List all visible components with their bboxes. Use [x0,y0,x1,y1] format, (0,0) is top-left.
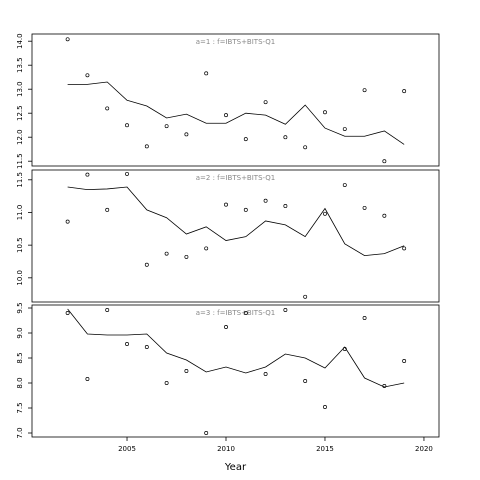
fit-line [67,186,405,257]
y-tick-label: 13.0 [16,81,24,97]
data-point [283,135,288,140]
y-tick-label: 8.5 [16,352,24,363]
y-tick-label: 11.0 [16,205,24,221]
y-tick-label: 11.5 [16,172,24,188]
data-point [323,110,327,115]
y-tick-label: 9.5 [16,302,24,313]
data-point [184,132,189,137]
data-point [144,262,149,267]
x-tick-label: 2020 [415,445,433,453]
data-point [362,88,367,93]
x-tick-label: 2010 [217,445,235,453]
data-point [144,144,149,149]
data-point [85,172,90,177]
data-point [224,325,228,329]
data-point [342,127,347,131]
panel-title: a=2 : f=IBTS+BITS-Q1 [196,174,276,182]
y-tick-label: 12.0 [16,129,24,145]
data-point [402,89,407,94]
data-point [164,381,169,385]
data-point [303,145,308,150]
data-point [263,100,268,105]
data-point [204,431,209,435]
data-point [362,205,367,210]
x-tick-label: 2015 [316,445,334,453]
panel-frame [31,33,440,167]
data-point [65,37,70,42]
y-tick-label: 11.5 [16,153,24,169]
data-point [224,202,228,207]
data-point [164,124,169,129]
y-tick-label: 12.5 [16,105,24,121]
y-tick-label: 13.5 [16,57,24,73]
panel-title: a=1 : f=IBTS+BITS-Q1 [196,38,276,46]
data-point [342,183,347,187]
data-point [362,316,367,320]
data-point [323,405,327,409]
fit-line [67,81,405,145]
data-point [283,308,288,312]
x-axis-label: Year [224,462,247,473]
y-tick-label: 9.0 [16,327,24,338]
data-point [263,198,268,203]
data-point [204,246,209,251]
y-tick-label: 7.0 [16,427,24,438]
data-point [125,171,129,176]
data-point [125,123,129,128]
y-tick-label: 14.0 [16,33,24,49]
data-point [204,71,209,76]
data-point [105,207,110,212]
data-point [323,211,327,216]
data-point [65,311,70,315]
data-point [85,73,90,78]
data-point [224,113,228,118]
data-point [402,246,407,251]
data-point [164,251,169,256]
data-point [85,377,90,381]
x-tick-label: 2005 [118,445,136,453]
data-point [243,137,248,142]
data-point [65,219,70,224]
data-point [382,159,387,164]
y-tick-label: 10.0 [16,270,24,286]
data-point [184,254,189,259]
data-point [283,203,288,208]
data-point [263,372,268,376]
data-point [125,342,129,346]
data-point [243,311,248,315]
data-point [402,359,407,363]
panel-frame [31,304,440,438]
y-tick-label: 8.0 [16,377,24,388]
data-point [382,213,387,218]
data-point [303,379,308,383]
y-tick-label: 10.5 [16,237,24,253]
data-point [303,294,308,299]
panel-frame [31,169,440,303]
data-point [105,106,110,111]
fit-line [67,308,405,388]
data-point [105,308,110,312]
data-point [144,345,149,349]
data-point [243,207,248,212]
y-tick-label: 7.5 [16,402,24,413]
data-point [184,369,189,373]
panel-title: a=3 : f=IBTS+BITS-Q1 [196,309,276,317]
